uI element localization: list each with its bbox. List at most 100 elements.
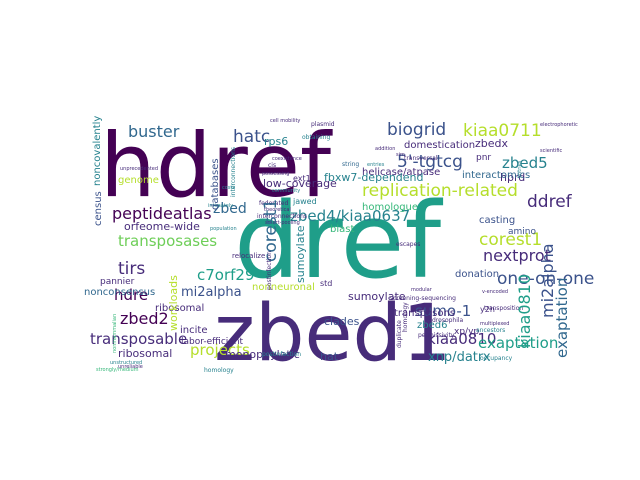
word-homologue: hprd bbox=[500, 171, 525, 184]
word-transposable: zbed2 bbox=[120, 309, 169, 328]
word-multiplexed: v-encoded bbox=[482, 289, 508, 295]
word-interconnections: interconnections bbox=[230, 147, 237, 197]
word-blast: domestication bbox=[404, 140, 475, 151]
word-occupancy: ancestors bbox=[476, 327, 505, 334]
word-unreliable: cell mobility bbox=[270, 118, 300, 124]
word-cell-mobility: possessing bbox=[262, 171, 289, 177]
word-monophyletic: ribosomal bbox=[118, 347, 172, 360]
word-corest1: corest1 bbox=[261, 199, 281, 262]
word-zbed4-kiaa0637: zbed4/kiaa0637 bbox=[290, 207, 410, 225]
word-basis: modular bbox=[411, 287, 433, 293]
word-rps: fbxw7-dependend bbox=[324, 171, 424, 184]
word-c7orf29: tirs bbox=[118, 259, 145, 279]
word-ppi: cis bbox=[268, 162, 276, 169]
word-chimpanzee: orfeome-wide bbox=[124, 220, 200, 233]
word-ancestors: transposition bbox=[484, 305, 523, 312]
word-interactomics: xnp/datrx bbox=[428, 350, 491, 365]
word-intimately: costs bbox=[222, 185, 235, 191]
word-zbed6: transposons bbox=[394, 308, 455, 319]
word-modular: unreliable bbox=[118, 364, 143, 370]
word-zbed: zbed bbox=[213, 201, 247, 217]
word-community: population bbox=[210, 226, 237, 232]
word-remodels: federated bbox=[259, 200, 288, 207]
word-nonmammalian: nonmammalian bbox=[112, 314, 118, 353]
word-workloads: workloads bbox=[167, 275, 180, 331]
word-casting: interactomics bbox=[462, 170, 530, 181]
word-entries: entries bbox=[517, 160, 523, 178]
word-peptideatlas: peptideatlas bbox=[112, 204, 212, 223]
word-noncovalently: noncovalently bbox=[92, 116, 103, 186]
word-obtaining: plasmid bbox=[311, 121, 335, 128]
word-kiaa0711: kiaa0711 bbox=[463, 121, 542, 141]
word-duplicate: duplicate bbox=[396, 320, 403, 348]
word-tirs: one-on-one bbox=[497, 269, 594, 289]
word-xnp-datrx: transposable bbox=[90, 330, 187, 348]
word-homology: homology bbox=[402, 302, 409, 332]
word-orfeome-wide: blast bbox=[330, 224, 354, 235]
word-nonconsensus: nonconsensus bbox=[84, 287, 155, 298]
word-addition: addition bbox=[375, 146, 395, 152]
word-zbed2: hdre bbox=[114, 286, 148, 304]
word-hprd: exaptation bbox=[478, 334, 558, 352]
word-ribosomal: ribosomal bbox=[155, 303, 204, 314]
word-escapes: unprecedented bbox=[120, 166, 158, 172]
word-screening-sequencing: jawed bbox=[292, 197, 317, 206]
word-dref: dref bbox=[234, 180, 443, 302]
word-federated: interconnections bbox=[257, 213, 307, 220]
word-exaptation: exaptation bbox=[553, 278, 571, 358]
word-sumo-1: mi2alpha bbox=[181, 285, 242, 300]
word-theoretical: multiplexed bbox=[480, 321, 509, 327]
word-labor-efficient: incite bbox=[180, 325, 207, 336]
word-postinfection: postinfection bbox=[266, 251, 273, 290]
word-plasmid: permissivity bbox=[418, 332, 455, 339]
word-ext1: pnr bbox=[476, 153, 491, 163]
word-pnr: nonneuronal bbox=[252, 282, 315, 293]
word-ddref: ddref bbox=[527, 192, 573, 212]
word-leverage: labor-efficient bbox=[181, 337, 244, 347]
word-mi2alpha: mi2alpha bbox=[538, 243, 557, 318]
word-hatc: hatc bbox=[233, 127, 270, 147]
word-clades: sumoylate bbox=[348, 290, 406, 303]
word-unstructured: homology bbox=[204, 367, 234, 374]
word-hat: projects bbox=[190, 341, 250, 359]
word-element-derived: homologue bbox=[362, 202, 418, 213]
word-electrophoretic: strongly/medium bbox=[96, 367, 139, 373]
word-replication-related: replication-related bbox=[362, 181, 518, 201]
word-hdre: c7orf29 bbox=[197, 266, 255, 284]
word-low-coverage: helicase/atpase bbox=[362, 167, 440, 178]
word-helicase-atpase: zbedx bbox=[475, 137, 509, 150]
word-transposases: transposases bbox=[118, 232, 217, 250]
word-buster: buster bbox=[128, 122, 180, 141]
word-smart-pooling: theoretical bbox=[264, 207, 291, 213]
word-surveyed: entries bbox=[367, 162, 385, 168]
word-one-on-one: nextprot bbox=[483, 246, 551, 265]
word-std: genome bbox=[118, 175, 159, 186]
word-strongly-medium: unstructured bbox=[110, 360, 142, 366]
word-zbed1: zbed1 bbox=[214, 289, 452, 379]
word-census: census bbox=[93, 191, 104, 226]
word-coexistence: community bbox=[272, 188, 300, 194]
word-5-tgtcg: 5'-tgtcg bbox=[397, 152, 463, 172]
word-jawed: ext1 bbox=[293, 174, 311, 183]
word-donation: zbed6 bbox=[417, 320, 447, 331]
word-incite: monophyletic bbox=[225, 348, 300, 361]
word-transversal: obtaining bbox=[302, 134, 330, 141]
word-nextprot: corest1 bbox=[479, 230, 542, 250]
word-databases: databases bbox=[210, 158, 221, 210]
word-zbedx: kiaa0810 bbox=[427, 330, 496, 348]
word-population: intimately bbox=[208, 203, 233, 209]
word-unprecedented: sim bbox=[396, 152, 405, 158]
word-fbxw7-dependend: casting bbox=[479, 215, 515, 226]
word-kiaa0810: kiaa0810 bbox=[515, 274, 534, 348]
word-xp-yp: donation bbox=[455, 269, 499, 280]
word-studio: low-coverage bbox=[263, 177, 337, 190]
word-scientific: electrophoretic bbox=[540, 122, 578, 128]
word-cis: string bbox=[342, 161, 359, 168]
word-projects: sumo-1 bbox=[415, 302, 471, 320]
word-v-encoded: escapes bbox=[396, 241, 420, 248]
word-nonneuronal: relocalize bbox=[232, 252, 265, 260]
word-hdref: hdref bbox=[100, 114, 333, 217]
word-rps6: rps6 bbox=[264, 135, 288, 148]
word-relocalize: std bbox=[320, 279, 332, 288]
